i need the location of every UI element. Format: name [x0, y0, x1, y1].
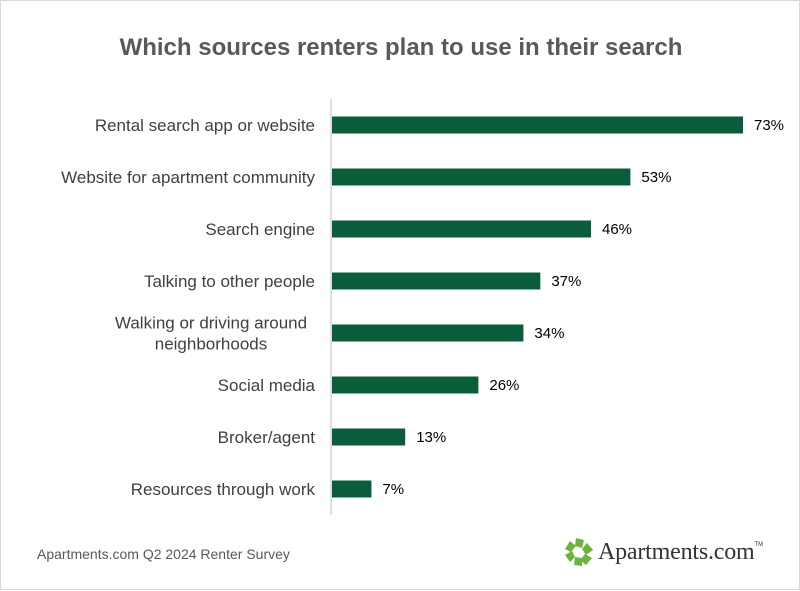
category-label: Talking to other people [144, 272, 315, 291]
bar-value-label: 7% [382, 481, 404, 498]
bar-value-label: 46% [602, 221, 632, 238]
category-label: Social media [218, 376, 316, 395]
bar-value-label: 73% [754, 117, 784, 134]
bar-value-label: 26% [489, 377, 519, 394]
bar [332, 480, 372, 498]
category-label: Search engine [205, 220, 315, 239]
bar [332, 376, 479, 394]
bar [332, 324, 524, 342]
bar [332, 272, 541, 290]
bar-value-label: 13% [416, 429, 446, 446]
bar-value-label: 37% [551, 273, 581, 290]
bar-value-label: 34% [534, 325, 564, 342]
chart-title: Which sources renters plan to use in the… [119, 34, 683, 61]
bar [332, 168, 631, 186]
bar [332, 428, 406, 446]
brand-logo: Apartments.com TM [564, 534, 763, 570]
bars-group: 73% Rental search app or website 53% Websit… [61, 116, 784, 499]
category-label: Broker/agent [218, 428, 316, 447]
bar-value-label: 53% [641, 169, 671, 186]
category-label: Website for apartment community [61, 168, 315, 187]
category-label: Rental search app or website [95, 116, 315, 135]
source-note: Apartments.com Q2 2024 Renter Survey [37, 546, 290, 562]
category-label: Resources through work [131, 480, 316, 499]
brand-trademark: TM [754, 542, 764, 548]
bar [332, 220, 591, 238]
brand-name: Apartments.com [598, 538, 755, 565]
apartments-com-logo-icon [565, 538, 593, 566]
category-label: Walking or driving around neighborhoods [115, 314, 307, 354]
bar [332, 116, 743, 134]
